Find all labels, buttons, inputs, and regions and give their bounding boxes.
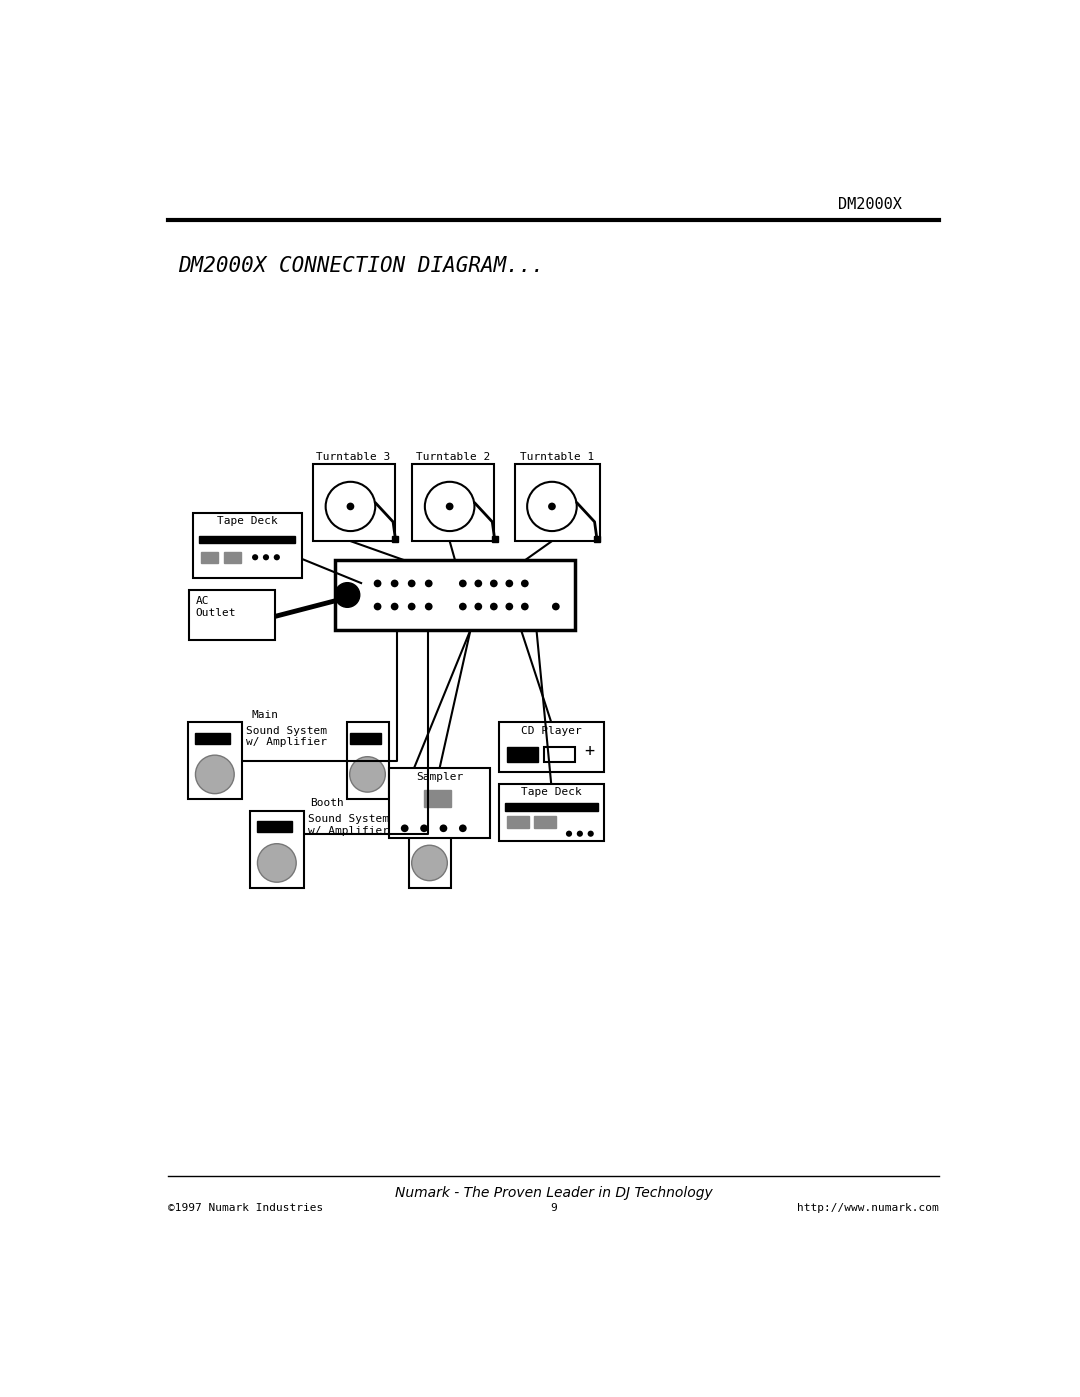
Bar (335, 560, 576, 630)
Circle shape (505, 580, 513, 587)
Bar (515, 464, 600, 541)
Circle shape (552, 602, 559, 610)
Bar (350, 733, 381, 743)
Circle shape (374, 602, 381, 610)
Bar (505, 803, 597, 810)
Circle shape (490, 602, 498, 610)
Text: Outlet: Outlet (195, 608, 235, 617)
Circle shape (401, 824, 408, 833)
Bar (188, 722, 242, 799)
Circle shape (577, 831, 583, 837)
Circle shape (262, 555, 269, 560)
Bar (313, 464, 394, 541)
Circle shape (505, 602, 513, 610)
Text: 9: 9 (550, 1203, 557, 1213)
Circle shape (459, 602, 467, 610)
Circle shape (424, 482, 474, 531)
Text: Booth: Booth (310, 798, 345, 809)
Bar (424, 789, 451, 806)
Bar (193, 513, 301, 578)
Text: DM2000X CONNECTION DIAGRAM...: DM2000X CONNECTION DIAGRAM... (177, 256, 543, 277)
Bar (189, 590, 274, 640)
Circle shape (391, 602, 399, 610)
Circle shape (195, 756, 234, 793)
Text: AC: AC (195, 595, 208, 606)
Bar (389, 768, 490, 838)
Bar (544, 746, 576, 763)
Circle shape (411, 845, 447, 880)
Bar (507, 816, 529, 828)
Bar (257, 821, 293, 833)
Circle shape (326, 482, 375, 531)
Circle shape (527, 482, 577, 531)
Circle shape (408, 580, 416, 587)
Circle shape (521, 602, 529, 610)
Bar (249, 810, 303, 887)
Bar (499, 722, 604, 773)
Circle shape (446, 503, 454, 510)
Text: http://www.numark.com: http://www.numark.com (797, 1203, 939, 1213)
Text: Sound System: Sound System (246, 726, 327, 736)
Text: Turntable 1: Turntable 1 (521, 451, 594, 462)
Bar (507, 746, 538, 763)
Circle shape (391, 580, 399, 587)
Text: Turntable 2: Turntable 2 (416, 451, 490, 462)
Circle shape (350, 757, 386, 792)
Circle shape (374, 580, 381, 587)
Bar (200, 535, 296, 543)
Circle shape (273, 555, 280, 560)
Text: DM2000X: DM2000X (838, 197, 902, 212)
Text: Sampler: Sampler (416, 773, 463, 782)
Text: ©1997 Numark Industries: ©1997 Numark Industries (168, 1203, 324, 1213)
Text: Tape Deck: Tape Deck (521, 788, 581, 798)
Circle shape (588, 831, 594, 837)
Bar (188, 722, 389, 799)
Text: CD Player: CD Player (521, 726, 581, 736)
Text: Main: Main (252, 710, 279, 719)
Text: Sound System: Sound System (308, 814, 389, 824)
Circle shape (490, 580, 498, 587)
Circle shape (257, 844, 296, 882)
Bar (225, 552, 241, 563)
Bar (499, 784, 604, 841)
Circle shape (459, 824, 467, 833)
Circle shape (474, 580, 482, 587)
Bar (195, 733, 230, 743)
Bar (413, 464, 494, 541)
Bar (201, 552, 218, 563)
Bar (408, 810, 451, 887)
Circle shape (335, 583, 360, 608)
Circle shape (424, 602, 433, 610)
Text: w/ Amplifier: w/ Amplifier (308, 826, 389, 835)
Text: Tape Deck: Tape Deck (217, 517, 278, 527)
Circle shape (474, 602, 482, 610)
Circle shape (252, 555, 258, 560)
Circle shape (459, 580, 467, 587)
Circle shape (548, 503, 556, 510)
Text: Numark - The Proven Leader in DJ Technology: Numark - The Proven Leader in DJ Technol… (394, 1186, 713, 1200)
Text: w/ Amplifier: w/ Amplifier (246, 738, 327, 747)
Circle shape (424, 580, 433, 587)
Text: +: + (584, 742, 594, 760)
Circle shape (408, 602, 416, 610)
Bar (413, 821, 444, 833)
Circle shape (440, 824, 447, 833)
Circle shape (566, 831, 572, 837)
Text: Turntable 3: Turntable 3 (316, 451, 391, 462)
Circle shape (521, 580, 529, 587)
Bar (347, 722, 389, 799)
Bar (535, 816, 556, 828)
Circle shape (347, 503, 354, 510)
Circle shape (420, 824, 428, 833)
